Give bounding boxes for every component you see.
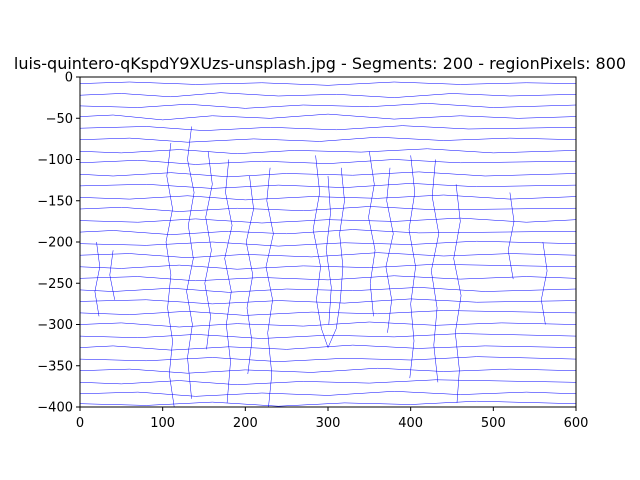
contour-line-9 — [79, 183, 577, 189]
contour-line-40 — [431, 159, 440, 383]
x-tick-label: 300 — [316, 416, 341, 431]
contour-line-45 — [507, 192, 515, 280]
contour-line-20 — [79, 310, 577, 316]
contour-line-11 — [79, 206, 577, 212]
contour-line-28 — [79, 400, 577, 407]
y-tick-label: −50 — [46, 112, 73, 127]
x-axis: 0 100 200 300 400 500 600 — [76, 407, 589, 431]
contour-line-27 — [79, 391, 577, 397]
y-tick-label: −250 — [37, 277, 73, 292]
contour-line-31 — [204, 151, 213, 350]
y-tick-label: −100 — [37, 153, 73, 168]
x-tick-label: 0 — [76, 416, 84, 431]
y-tick-label: 0 — [65, 71, 73, 86]
contour-line-36 — [326, 175, 332, 325]
contour-line-21 — [79, 321, 577, 328]
contour-line-19 — [79, 298, 577, 305]
contour-line-18 — [79, 287, 577, 293]
contour-line-17 — [79, 275, 577, 282]
contour-line-4 — [79, 125, 577, 131]
contour-line-16 — [79, 264, 577, 270]
contour-line-33 — [245, 175, 254, 375]
contour-line-5 — [79, 136, 577, 143]
contour-line-13 — [79, 229, 577, 235]
contour-line-38 — [385, 167, 394, 333]
contour-line-26 — [79, 379, 577, 385]
contour-line-0 — [79, 81, 577, 86]
contour-line-24 — [79, 356, 577, 362]
contour-line-39 — [408, 155, 416, 379]
plot-lines — [79, 81, 577, 408]
x-tick-label: 100 — [150, 416, 175, 431]
x-tick-label: 600 — [564, 416, 589, 431]
chart-title: luis-quintero-qKspdY9XUzs-unsplash.jpg -… — [14, 54, 626, 73]
contour-line-35 — [312, 155, 345, 349]
y-tick-label: −200 — [37, 236, 73, 251]
contour-line-14 — [79, 240, 577, 247]
contour-line-1 — [79, 92, 577, 98]
contour-line-7 — [79, 159, 577, 165]
x-tick-label: 400 — [398, 416, 423, 431]
contour-line-32 — [224, 159, 233, 403]
contour-line-43 — [109, 250, 115, 300]
x-tick-label: 200 — [233, 416, 258, 431]
y-tick-label: −150 — [37, 194, 73, 209]
contour-line-23 — [79, 344, 577, 351]
contour-line-12 — [79, 217, 577, 224]
contour-line-2 — [79, 103, 577, 109]
contour-line-44 — [541, 241, 548, 325]
contour-line-41 — [453, 184, 462, 403]
contour-line-42 — [94, 241, 101, 317]
contour-line-8 — [79, 171, 577, 178]
contour-line-10 — [79, 194, 577, 201]
contour-line-22 — [79, 333, 577, 339]
contour-line-25 — [79, 367, 577, 374]
contour-line-3 — [79, 113, 577, 121]
contour-line-29 — [165, 142, 175, 408]
contour-line-37 — [368, 151, 376, 317]
y-axis: 0 −50 −100 −150 −200 −250 −300 −350 −400 — [37, 71, 80, 416]
x-tick-label: 500 — [481, 416, 506, 431]
y-tick-label: −300 — [37, 318, 73, 333]
y-tick-label: −400 — [37, 401, 73, 416]
contour-line-30 — [186, 126, 195, 399]
contour-line-6 — [79, 148, 577, 154]
contour-line-34 — [265, 167, 274, 408]
contour-line-15 — [79, 252, 577, 258]
y-tick-label: −350 — [37, 359, 73, 374]
